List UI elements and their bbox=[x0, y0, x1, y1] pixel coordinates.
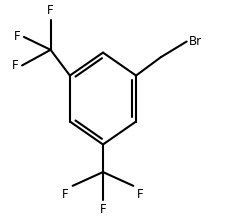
Text: F: F bbox=[62, 188, 69, 201]
Text: F: F bbox=[14, 31, 20, 43]
Text: F: F bbox=[12, 59, 18, 72]
Text: Br: Br bbox=[188, 35, 201, 48]
Text: F: F bbox=[136, 188, 143, 201]
Text: F: F bbox=[99, 203, 106, 216]
Text: F: F bbox=[47, 4, 54, 17]
